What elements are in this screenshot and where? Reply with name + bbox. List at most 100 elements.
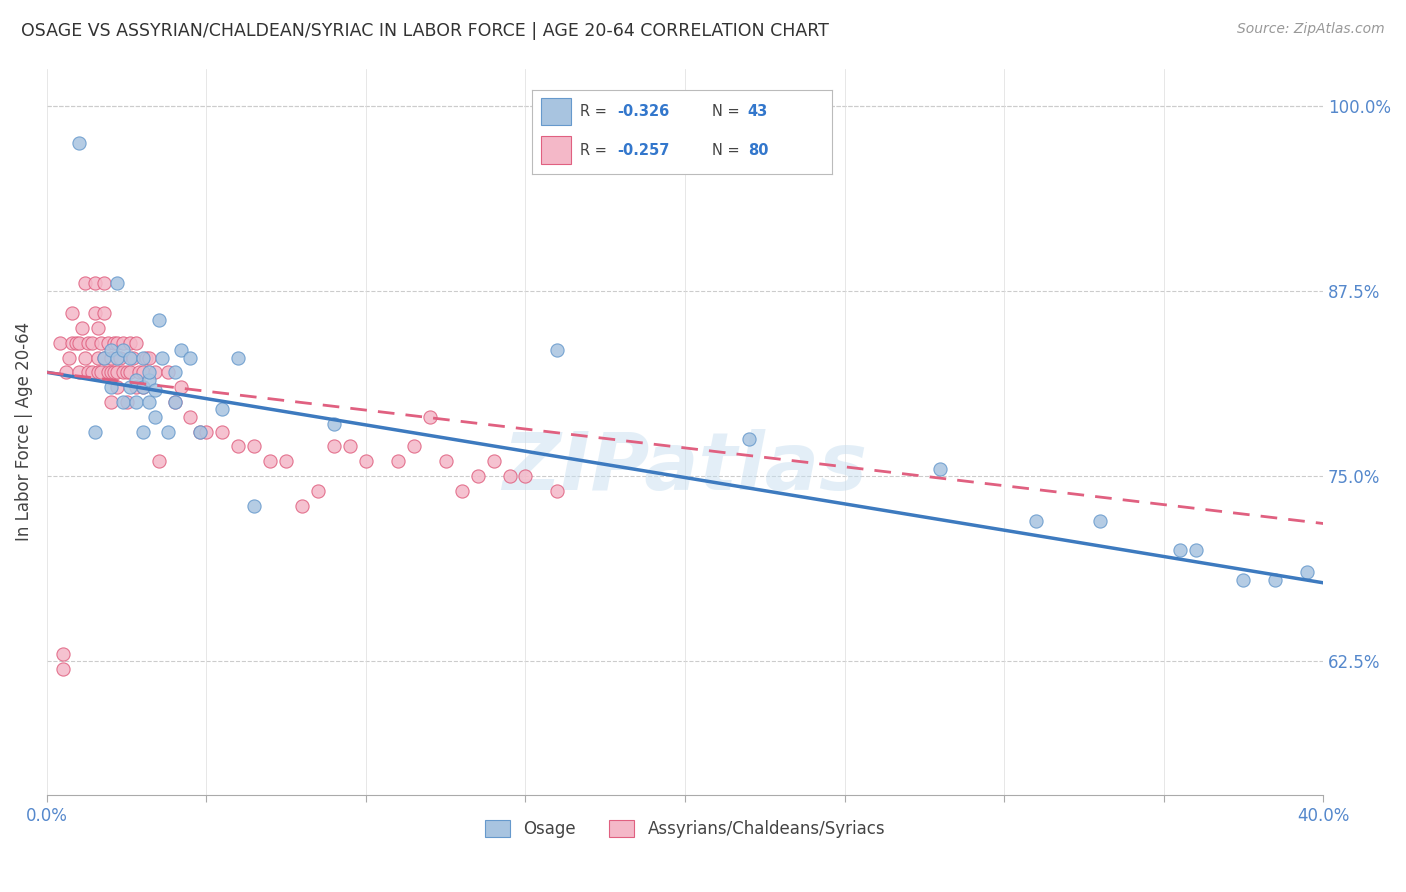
Point (163, 365, 186, 379)
Point (1296, 566, 1319, 580)
Point (131, 365, 153, 379)
Point (67, 335, 90, 350)
Point (402, 439, 425, 453)
Point (148, 454, 170, 468)
Point (52, 662, 75, 676)
Point (100, 395, 122, 409)
Point (96, 335, 118, 350)
Point (80, 365, 103, 379)
Point (163, 395, 186, 409)
Point (83, 306, 105, 320)
Point (128, 365, 150, 379)
Point (138, 351, 160, 365)
Point (118, 351, 141, 365)
Point (125, 335, 148, 350)
Point (138, 365, 160, 379)
Point (148, 313, 170, 327)
Point (80, 335, 103, 350)
Point (87, 351, 110, 365)
Point (58, 351, 80, 365)
Point (138, 395, 160, 409)
Point (387, 454, 409, 468)
Point (112, 335, 135, 350)
Point (75, 351, 97, 365)
Point (62, 306, 84, 320)
Point (259, 454, 281, 468)
Point (125, 395, 148, 409)
Point (323, 417, 346, 432)
Point (93, 351, 115, 365)
Point (67, 136, 90, 150)
Point (211, 402, 233, 417)
Point (115, 365, 138, 379)
Point (115, 395, 138, 409)
Point (515, 469, 537, 483)
Point (138, 373, 160, 387)
Point (100, 365, 122, 379)
Point (112, 395, 135, 409)
Point (87, 321, 110, 335)
Point (135, 351, 157, 365)
Point (145, 365, 167, 379)
Text: Source: ZipAtlas.com: Source: ZipAtlas.com (1237, 22, 1385, 37)
Point (100, 380, 122, 394)
Point (112, 365, 135, 379)
Point (110, 351, 132, 365)
Point (323, 439, 346, 453)
Point (450, 483, 472, 498)
Point (93, 277, 115, 291)
Point (83, 425, 105, 439)
Point (100, 351, 122, 365)
Point (122, 351, 145, 365)
Point (1025, 514, 1047, 528)
Point (228, 351, 250, 365)
Point (93, 351, 115, 365)
Point (1232, 573, 1254, 587)
Point (157, 425, 180, 439)
Point (105, 335, 128, 350)
Point (170, 380, 193, 394)
Point (482, 454, 505, 468)
Point (83, 277, 105, 291)
Point (228, 439, 250, 453)
Point (52, 647, 75, 661)
Point (1184, 543, 1206, 558)
Point (291, 499, 314, 513)
Point (131, 425, 153, 439)
Point (118, 380, 141, 394)
Point (70, 321, 93, 335)
Point (163, 395, 186, 409)
Point (419, 409, 441, 424)
Point (118, 365, 141, 379)
Point (738, 432, 761, 446)
Point (243, 499, 266, 513)
Point (150, 351, 173, 365)
Point (546, 483, 568, 498)
Point (105, 365, 128, 379)
Point (276, 454, 298, 468)
Point (1264, 573, 1286, 587)
Y-axis label: In Labor Force | Age 20-64: In Labor Force | Age 20-64 (15, 322, 32, 541)
Point (103, 335, 125, 350)
Point (125, 380, 148, 394)
Point (77, 365, 100, 379)
Point (546, 343, 568, 357)
Point (354, 454, 377, 468)
Point (434, 454, 457, 468)
Point (105, 380, 128, 394)
Point (62, 335, 84, 350)
Point (77, 335, 100, 350)
Legend: Osage, Assyrians/Chaldeans/Syriacs: Osage, Assyrians/Chaldeans/Syriacs (478, 813, 891, 845)
Point (105, 351, 128, 365)
Point (67, 365, 90, 379)
Point (105, 277, 128, 291)
Point (243, 439, 266, 453)
Point (188, 425, 211, 439)
Point (1168, 543, 1191, 558)
Point (75, 277, 97, 291)
Point (307, 483, 329, 498)
Text: OSAGE VS ASSYRIAN/CHALDEAN/SYRIAC IN LABOR FORCE | AGE 20-64 CORRELATION CHART: OSAGE VS ASSYRIAN/CHALDEAN/SYRIAC IN LAB… (21, 22, 830, 40)
Point (96, 365, 118, 379)
Point (90, 365, 112, 379)
Point (93, 306, 115, 320)
